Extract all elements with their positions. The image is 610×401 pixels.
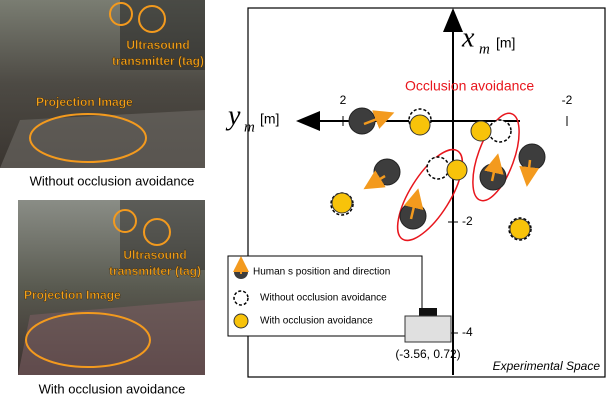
tag-label: transmitter (tag) <box>112 54 204 68</box>
diagram: x m [m] y m [m] 2 -2 -2 -4 Occlusion avo… <box>225 8 605 377</box>
caption: With occlusion avoidance <box>39 381 186 396</box>
x-axis-unit: [m] <box>496 35 515 51</box>
x-axis-tick: -4 <box>462 325 473 339</box>
y-axis-subscript: m <box>244 119 255 135</box>
projection-label: Projection Image <box>24 288 121 302</box>
x-axis-subscript: m <box>479 41 490 57</box>
caption: Without occlusion avoidance <box>30 173 195 188</box>
tag-label: Ultrasound <box>126 38 189 52</box>
y-axis-tick: -2 <box>562 93 573 107</box>
space-label: Experimental Space <box>493 359 601 373</box>
x-axis-symbol: x <box>461 22 475 53</box>
y-axis-symbol: y <box>225 100 241 131</box>
tag-label: transmitter (tag) <box>109 264 201 278</box>
photo-top: Ultrasound transmitter (tag) Projection … <box>0 0 205 188</box>
projection-label: Projection Image <box>36 95 133 109</box>
tag-label: Ultrasound <box>123 248 186 262</box>
legend-entry: Human s position and direction <box>253 267 390 278</box>
legend-entry: With occlusion avoidance <box>260 316 373 327</box>
photo-bottom: Ultrasound transmitter (tag) Projection … <box>18 200 205 396</box>
annotation: Occlusion avoidance <box>405 78 534 94</box>
legend-entry: Without occlusion avoidance <box>260 293 387 304</box>
robot-label: (-3.56, 0.72) <box>395 347 460 361</box>
y-axis-tick: 2 <box>340 93 347 107</box>
x-axis-tick: -2 <box>462 214 473 228</box>
figure: Ultrasound transmitter (tag) Projection … <box>0 0 610 401</box>
y-axis-unit: [m] <box>260 111 279 127</box>
